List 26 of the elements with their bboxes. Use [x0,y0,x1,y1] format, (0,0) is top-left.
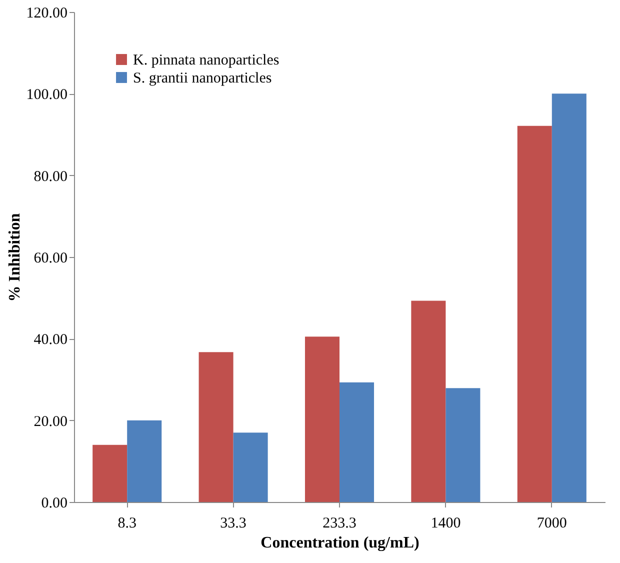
bar [340,382,374,502]
y-tick-label: 60.00 [34,250,68,266]
bar [446,388,480,502]
x-tick-label: 7000 [536,516,567,532]
y-tick-label: 100.00 [26,87,68,104]
y-tick-label: 40.00 [34,332,68,348]
x-tick-label: 8.3 [118,516,136,532]
bar [552,94,586,502]
y-tick-label: 80.00 [34,168,68,185]
bar [233,432,268,502]
x-tick-label: 1400 [430,516,461,532]
y-tick-label: 0.00 [41,496,68,512]
bar [198,352,234,502]
y-tick-label: 120.00 [26,6,68,22]
bar [127,420,162,502]
bar [304,336,340,502]
x-tick-label: 33.3 [220,516,246,532]
x-tick-label: 233.3 [322,516,356,532]
bar [411,300,446,502]
legend-label: S. grantii nanoparticles [133,70,272,86]
y-axis-title: % Inhibition [6,213,24,302]
legend-label: K. pinnata nanoparticles [133,52,280,68]
bar [92,444,128,502]
bar [517,126,552,502]
y-tick-label: 20.00 [34,414,68,430]
x-axis-title: Concentration (ug/mL) [260,534,420,552]
